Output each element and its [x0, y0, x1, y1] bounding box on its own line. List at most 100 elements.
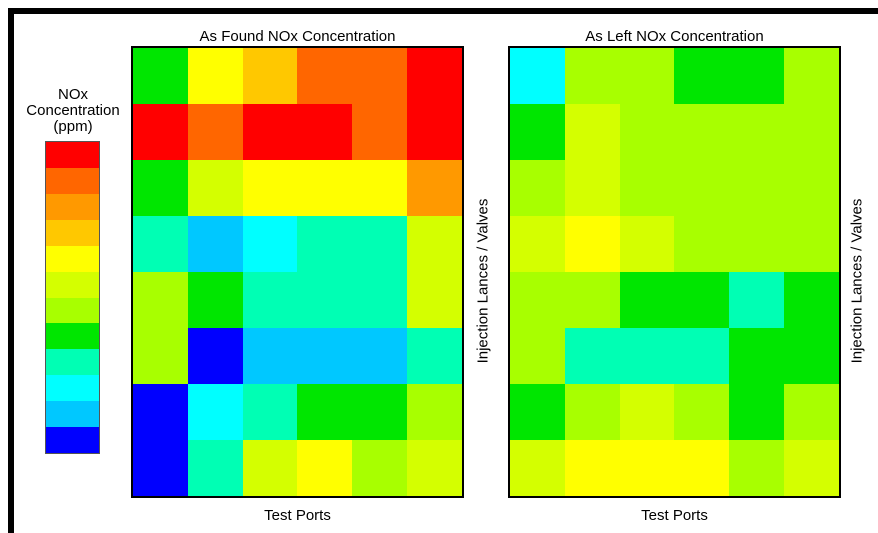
- heatmap-cell: [407, 328, 462, 384]
- heatmap-cell: [242, 272, 298, 328]
- heatmap-cell: [242, 384, 298, 440]
- heatmap-cell: [352, 216, 408, 272]
- heatmap-cell: [784, 216, 839, 272]
- heatmap-cell: [407, 272, 462, 328]
- heatmap-cell: [674, 160, 730, 216]
- heatmap-cell: [352, 160, 408, 216]
- heatmap-cell: [187, 272, 243, 328]
- heatmap-cell: [729, 328, 785, 384]
- heatmap-cell: [133, 48, 188, 104]
- heatmap-cell: [784, 384, 839, 440]
- heatmap-cell: [784, 272, 839, 328]
- heatmap-cell: [297, 160, 353, 216]
- heatmap-cell: [407, 160, 462, 216]
- heatmap-cell: [510, 384, 565, 440]
- legend-swatch: [46, 142, 99, 168]
- heatmap-as-found: [131, 46, 464, 498]
- heatmap-cell: [242, 440, 298, 496]
- legend-swatch: [46, 167, 99, 194]
- heatmap-cell: [729, 384, 785, 440]
- heatmap-cell: [187, 160, 243, 216]
- heatmap-cell: [352, 272, 408, 328]
- legend-swatch: [46, 427, 99, 454]
- heatmap-cell: [407, 216, 462, 272]
- heatmap-cell: [187, 216, 243, 272]
- heatmap-cell: [407, 104, 462, 160]
- heatmap-cell: [784, 48, 839, 104]
- heatmap-cell: [784, 104, 839, 160]
- x-axis-label-as-found: Test Ports: [264, 507, 331, 524]
- heatmap-cell: [133, 272, 188, 328]
- chart-frame: [8, 8, 878, 533]
- heatmap-cell: [352, 440, 408, 496]
- heatmap-cell: [297, 440, 353, 496]
- heatmap-cell: [784, 160, 839, 216]
- heatmap-cell: [352, 328, 408, 384]
- heatmap-cell: [297, 328, 353, 384]
- heatmap-cell: [352, 104, 408, 160]
- heatmap-cell: [407, 440, 462, 496]
- legend-swatch: [46, 193, 99, 220]
- heatmap-cell: [242, 328, 298, 384]
- heatmap-cell: [510, 328, 565, 384]
- heatmap-cell: [619, 216, 675, 272]
- heatmap-cell: [564, 440, 620, 496]
- heatmap-cell: [297, 384, 353, 440]
- heatmap-cell: [619, 328, 675, 384]
- heatmap-cell: [564, 48, 620, 104]
- heatmap-cell: [784, 440, 839, 496]
- heatmap-cell: [619, 384, 675, 440]
- heatmap-cell: [729, 160, 785, 216]
- heatmap-cell: [729, 440, 785, 496]
- heatmap-cell: [187, 440, 243, 496]
- heatmap-cell: [564, 328, 620, 384]
- heatmap-cell: [510, 104, 565, 160]
- heatmap-cell: [784, 328, 839, 384]
- heatmap-cell: [729, 216, 785, 272]
- heatmap-cell: [674, 440, 730, 496]
- heatmap-cell: [564, 384, 620, 440]
- heatmap-cell: [619, 104, 675, 160]
- heatmap-cell: [133, 328, 188, 384]
- heatmap-title-as-left: As Left NOx Concentration: [585, 28, 764, 45]
- heatmap-cell: [619, 272, 675, 328]
- legend-swatch: [46, 401, 99, 428]
- heatmap-cell: [510, 160, 565, 216]
- heatmap-cell: [407, 384, 462, 440]
- heatmap-cell: [729, 272, 785, 328]
- heatmap-cell: [674, 272, 730, 328]
- legend-swatch: [46, 271, 99, 298]
- heatmap-cell: [510, 48, 565, 104]
- heatmap-cell: [674, 48, 730, 104]
- heatmap-cell: [187, 104, 243, 160]
- heatmap-cell: [407, 48, 462, 104]
- legend-title-line-3: (ppm): [53, 118, 93, 135]
- heatmap-cell: [242, 104, 298, 160]
- heatmap-cell: [187, 328, 243, 384]
- heatmap-cell: [619, 440, 675, 496]
- heatmap-cell: [510, 216, 565, 272]
- heatmap-cell: [297, 48, 353, 104]
- legend-swatch: [46, 245, 99, 272]
- heatmap-cell: [297, 272, 353, 328]
- heatmap-cell: [674, 328, 730, 384]
- heatmap-cell: [133, 384, 188, 440]
- heatmap-cell: [352, 384, 408, 440]
- color-scale-legend: [45, 141, 100, 454]
- legend-title: NOx Concentration (ppm): [14, 87, 132, 135]
- heatmap-cell: [674, 216, 730, 272]
- legend-swatch: [46, 375, 99, 402]
- heatmap-cell: [510, 272, 565, 328]
- heatmap-cell: [564, 216, 620, 272]
- legend-title-line-2: Concentration: [26, 102, 120, 119]
- legend-swatch: [46, 323, 99, 350]
- heatmap-cell: [619, 160, 675, 216]
- legend-title-line-1: NOx: [58, 86, 88, 103]
- heatmap-cell: [510, 440, 565, 496]
- heatmap-cell: [133, 104, 188, 160]
- heatmap-cell: [242, 160, 298, 216]
- heatmap-cell: [187, 48, 243, 104]
- heatmap-cell: [729, 104, 785, 160]
- x-axis-label-as-left: Test Ports: [641, 507, 708, 524]
- heatmap-cell: [674, 104, 730, 160]
